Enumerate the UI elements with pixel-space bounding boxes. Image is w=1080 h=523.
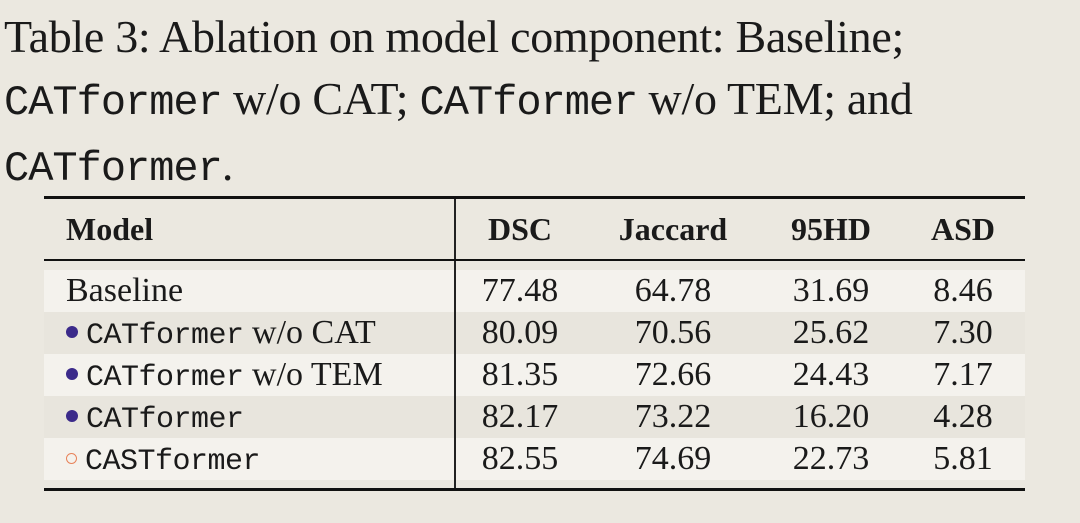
value-cell: 64.78: [634, 272, 712, 309]
column-separator: [454, 480, 456, 488]
model-name: CATformer: [86, 361, 244, 395]
model-name: CASTformer: [85, 445, 261, 479]
model-suffix: w/o CAT: [252, 314, 376, 351]
column-separator: [454, 261, 456, 270]
spacer: [44, 480, 1025, 488]
model-cell: CATformer w/o TEM: [66, 354, 383, 399]
column-separator: [454, 438, 456, 480]
model-cell: Baseline: [66, 270, 183, 312]
marker-dot: [66, 452, 77, 464]
header-row: Model DSC Jaccard 95HD ASD: [44, 199, 1025, 259]
table-row: CASTformer 82.55 74.69 22.73 5.81: [44, 438, 1025, 480]
value-cell: 16.20: [792, 398, 870, 435]
value-cell: 77.48: [481, 272, 559, 309]
model-cell: CATformer w/o CAT: [66, 312, 376, 357]
value-cell: 4.28: [933, 398, 993, 435]
value-cell: 81.35: [481, 356, 559, 393]
value-cell: 72.66: [634, 356, 712, 393]
bottom-rule: [44, 488, 1025, 491]
value-cell: 22.73: [792, 440, 870, 477]
model-cell: CATformer: [66, 396, 244, 441]
value-cell: 7.17: [933, 356, 993, 393]
caption-text: .: [221, 139, 234, 190]
column-separator: [454, 199, 456, 259]
value-cell: 73.22: [634, 398, 712, 435]
header-cell: ASD: [930, 211, 996, 247]
value-cell: 8.46: [933, 272, 993, 309]
model-name: CATformer: [86, 403, 244, 437]
table: Model DSC Jaccard 95HD ASD Baseline 77.48 64.78…: [44, 196, 1025, 491]
caption-text: w/o TEM; and: [637, 73, 913, 124]
caption-text: w/o CAT;: [221, 73, 420, 124]
marker-dot: [66, 326, 78, 339]
header-cell: 95HD: [791, 211, 871, 247]
value-cell: 74.69: [634, 440, 712, 477]
value-cell: 5.81: [933, 440, 993, 477]
value-cell: 24.43: [792, 356, 870, 393]
mid-rule: [44, 259, 1025, 261]
column-separator: [454, 270, 456, 312]
value-cell: 70.56: [634, 314, 712, 351]
caption-text: Table 3: Ablation on model component: Ba…: [4, 11, 904, 62]
model-suffix: w/o TEM: [252, 356, 383, 393]
top-rule: [44, 196, 1025, 199]
header-cell: Jaccard: [618, 211, 728, 247]
caption-code: CATformer: [4, 145, 223, 193]
column-separator: [454, 396, 456, 438]
value-cell: 82.55: [481, 440, 559, 477]
value-cell: 82.17: [481, 398, 559, 435]
column-separator: [454, 312, 456, 354]
marker-dot: [66, 410, 78, 423]
column-separator: [454, 354, 456, 396]
spacer: [44, 261, 1025, 270]
value-cell: 31.69: [792, 272, 870, 309]
caption-code: CATformer: [4, 79, 223, 127]
model-cell: CASTformer: [66, 438, 261, 483]
table-row: CATformer 82.17 73.22 16.20 4.28: [44, 396, 1025, 438]
caption-code: CATformer: [419, 79, 639, 127]
value-cell: 80.09: [481, 314, 559, 351]
table-row: CATformer w/o TEM 81.35 72.66 24.43 7.17: [44, 354, 1025, 396]
model-name: CATformer: [86, 319, 244, 353]
caption: Table 3: Ablation on model component: Ba…: [4, 6, 913, 200]
header-cell: Model: [66, 211, 154, 247]
header-cell: DSC: [487, 211, 553, 247]
marker-dot: [66, 368, 78, 381]
value-cell: 25.62: [792, 314, 870, 351]
value-cell: 7.30: [933, 314, 993, 351]
table-row: CATformer w/o CAT 80.09 70.56 25.62 7.30: [44, 312, 1025, 354]
table-row: Baseline 77.48 64.78 31.69 8.46: [44, 270, 1025, 312]
model-name: Baseline: [66, 272, 184, 309]
